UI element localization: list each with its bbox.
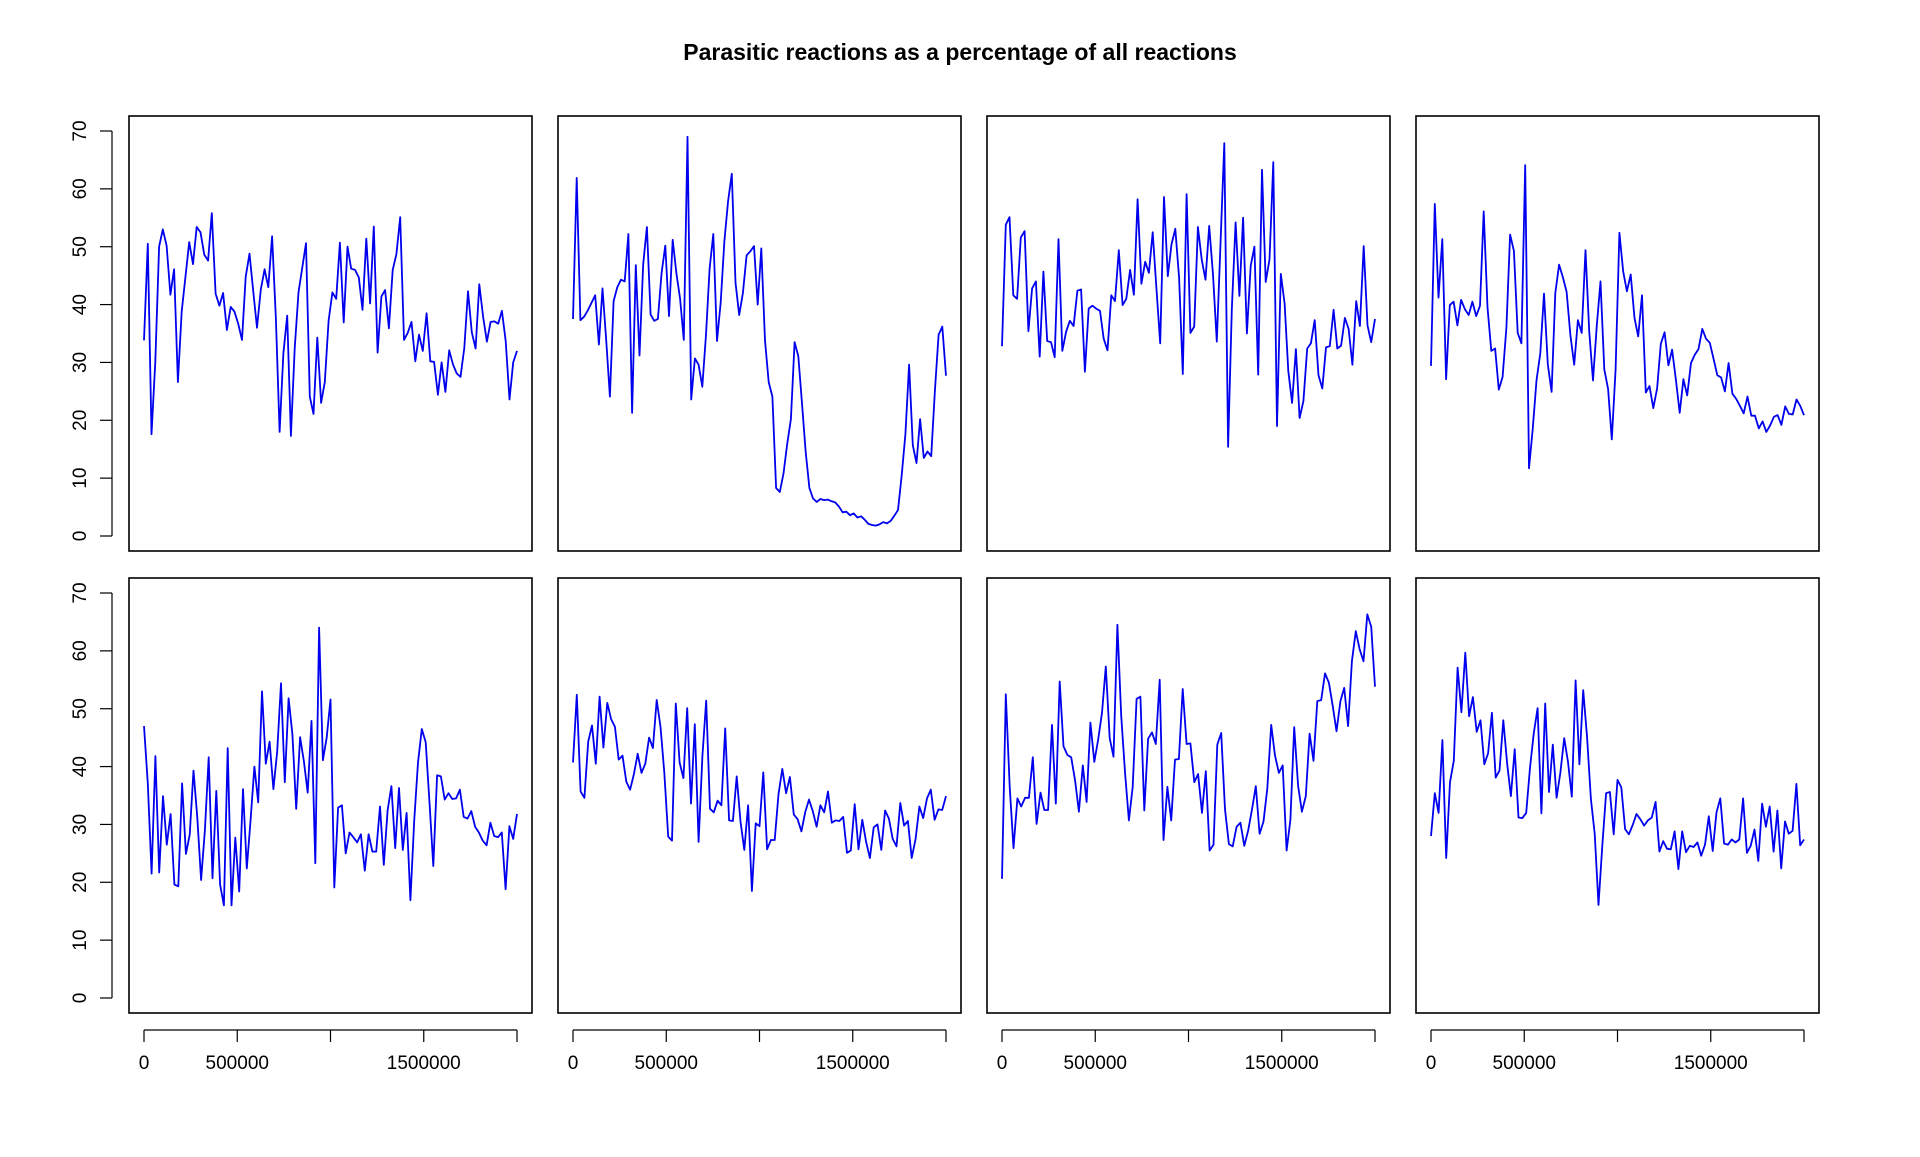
panel-2 xyxy=(557,115,962,552)
y-tick-label: 40 xyxy=(70,294,91,315)
series-line xyxy=(143,212,518,437)
panel-frame xyxy=(986,115,1391,552)
series-line xyxy=(143,626,518,907)
panel-frame xyxy=(557,577,962,1014)
panel-frame xyxy=(1415,115,1820,552)
panel-1: 0 10 20 30 40 50 60 70 xyxy=(70,115,533,552)
y-tick-label: 40 xyxy=(70,756,91,777)
x-tick-label: 500000 xyxy=(635,1053,698,1074)
x-tick-label: 500000 xyxy=(1493,1053,1556,1074)
panel-frame xyxy=(557,115,962,552)
series-line xyxy=(1430,164,1805,470)
y-tick-label: 70 xyxy=(70,582,91,603)
panel-3 xyxy=(986,115,1391,552)
panel-7: 0 500000 1500000 xyxy=(986,577,1391,1074)
x-tick-label: 0 xyxy=(997,1053,1008,1074)
panel-8: 0 500000 1500000 xyxy=(1415,577,1820,1074)
x-tick-label: 0 xyxy=(568,1053,579,1074)
y-tick-label: 50 xyxy=(70,236,91,257)
series-line xyxy=(1001,142,1376,448)
y-tick-label: 10 xyxy=(70,468,91,489)
x-tick-label: 1500000 xyxy=(1245,1053,1319,1074)
x-tick-label: 1500000 xyxy=(1674,1053,1748,1074)
x-tick-label: 1500000 xyxy=(387,1053,461,1074)
y-tick-label: 30 xyxy=(70,352,91,373)
y-tick-label: 20 xyxy=(70,872,91,893)
x-tick-label: 500000 xyxy=(206,1053,269,1074)
panels: 0 10 20 30 40 50 60 70 0 10 20 30 40 50 60 70 0 500000 150… xyxy=(70,115,1820,1074)
panel-6: 0 500000 1500000 xyxy=(557,577,962,1074)
y-tick-label: 30 xyxy=(70,814,91,835)
panel-frame xyxy=(128,115,533,552)
x-tick-label: 0 xyxy=(139,1053,150,1074)
series-line xyxy=(1430,651,1805,906)
panel-frame xyxy=(128,577,533,1014)
panel-4 xyxy=(1415,115,1820,552)
panel-5: 0 10 20 30 40 50 60 70 0 500000 1500000 xyxy=(70,577,533,1074)
chart-title: Parasitic reactions as a percentage of a… xyxy=(683,39,1237,65)
series-line xyxy=(1001,613,1376,879)
y-tick-label: 70 xyxy=(70,120,91,141)
y-tick-label: 0 xyxy=(70,993,91,1004)
panel-frame xyxy=(1415,577,1820,1014)
y-tick-label: 60 xyxy=(70,640,91,661)
x-tick-label: 0 xyxy=(1426,1053,1437,1074)
y-tick-label: 20 xyxy=(70,410,91,431)
series-line xyxy=(572,693,947,892)
y-tick-label: 0 xyxy=(70,531,91,542)
y-tick-label: 10 xyxy=(70,930,91,951)
panel-frame xyxy=(986,577,1391,1014)
series-line xyxy=(572,135,947,527)
y-tick-label: 60 xyxy=(70,178,91,199)
x-tick-label: 1500000 xyxy=(816,1053,890,1074)
y-tick-label: 50 xyxy=(70,698,91,719)
x-tick-label: 500000 xyxy=(1064,1053,1127,1074)
